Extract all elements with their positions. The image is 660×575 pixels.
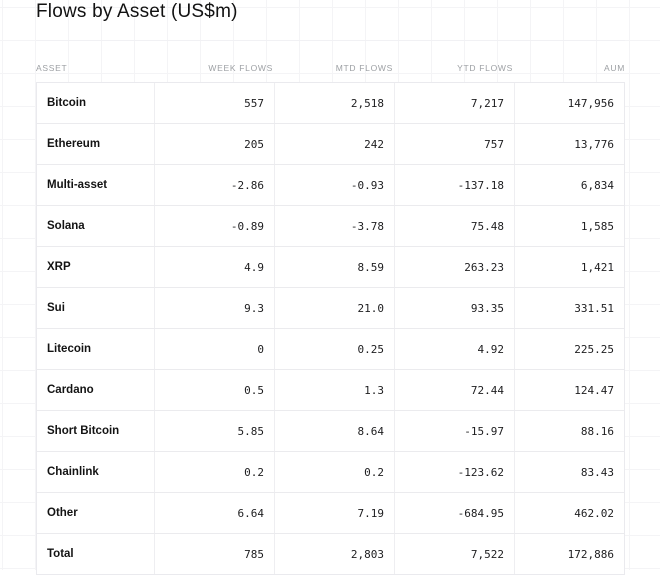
aum-cell: 6,834: [514, 165, 624, 205]
ytd-flows-cell: 93.35: [394, 288, 514, 328]
table-row: Short Bitcoin 5.85 8.64 -15.97 88.16: [37, 410, 624, 451]
week-flows-cell: 0: [154, 329, 274, 369]
ytd-flows-cell: -684.95: [394, 493, 514, 533]
aum-cell: 462.02: [514, 493, 624, 533]
table-row: Multi-asset -2.86 -0.93 -137.18 6,834: [37, 164, 624, 205]
asset-name-cell: Cardano: [47, 384, 94, 396]
aum-cell: 124.47: [514, 370, 624, 410]
week-flows-cell: -0.89: [154, 206, 274, 246]
aum-cell: 172,886: [514, 534, 624, 574]
week-flows-cell: 0.2: [154, 452, 274, 492]
column-header-aum: AUM: [604, 63, 625, 73]
aum-cell: 13,776: [514, 124, 624, 164]
aum-cell: 225.25: [514, 329, 624, 369]
ytd-flows-cell: -123.62: [394, 452, 514, 492]
ytd-flows-cell: -137.18: [394, 165, 514, 205]
table-body: Bitcoin 557 2,518 7,217 147,956 Ethereum 205 24…: [36, 82, 625, 575]
ytd-flows-cell: 75.48: [394, 206, 514, 246]
week-flows-cell: 557: [154, 83, 274, 123]
table-row: Sui 9.3 21.0 93.35 331.51: [37, 287, 624, 328]
asset-name-cell: Ethereum: [47, 138, 101, 150]
week-flows-cell: 205: [154, 124, 274, 164]
asset-name-cell: Bitcoin: [47, 97, 86, 109]
column-header-asset: ASSET: [36, 63, 68, 73]
mtd-flows-cell: -0.93: [274, 165, 394, 205]
ytd-flows-cell: 7,217: [394, 83, 514, 123]
ytd-flows-cell: 4.92: [394, 329, 514, 369]
asset-name-cell: Multi-asset: [47, 179, 108, 191]
week-flows-cell: 785: [154, 534, 274, 574]
table-row: Cardano 0.5 1.3 72.44 124.47: [37, 369, 624, 410]
table-row: Other 6.64 7.19 -684.95 462.02: [37, 492, 624, 533]
week-flows-cell: -2.86: [154, 165, 274, 205]
table-row: Bitcoin 557 2,518 7,217 147,956: [37, 83, 624, 123]
table-row: Solana -0.89 -3.78 75.48 1,585: [37, 205, 624, 246]
aum-cell: 1,585: [514, 206, 624, 246]
mtd-flows-cell: 0.25: [274, 329, 394, 369]
column-header-mtd-flows: MTD FLOWS: [335, 63, 393, 73]
mtd-flows-cell: 242: [274, 124, 394, 164]
asset-name-cell: Litecoin: [47, 343, 92, 355]
week-flows-cell: 6.64: [154, 493, 274, 533]
asset-name-cell: Sui: [47, 302, 65, 314]
column-header-week-flows: WEEK FLOWS: [208, 63, 273, 73]
mtd-flows-cell: 0.2: [274, 452, 394, 492]
week-flows-cell: 9.3: [154, 288, 274, 328]
mtd-flows-cell: 1.3: [274, 370, 394, 410]
mtd-flows-cell: 8.64: [274, 411, 394, 451]
ytd-flows-cell: 7,522: [394, 534, 514, 574]
table-row: Chainlink 0.2 0.2 -123.62 83.43: [37, 451, 624, 492]
week-flows-cell: 0.5: [154, 370, 274, 410]
aum-cell: 83.43: [514, 452, 624, 492]
table-row: XRP 4.9 8.59 263.23 1,421: [37, 246, 624, 287]
mtd-flows-cell: 2,518: [274, 83, 394, 123]
ytd-flows-cell: 263.23: [394, 247, 514, 287]
mtd-flows-cell: 2,803: [274, 534, 394, 574]
mtd-flows-cell: 7.19: [274, 493, 394, 533]
week-flows-cell: 5.85: [154, 411, 274, 451]
aum-cell: 331.51: [514, 288, 624, 328]
asset-name-cell: XRP: [47, 261, 71, 273]
mtd-flows-cell: 21.0: [274, 288, 394, 328]
ytd-flows-cell: -15.97: [394, 411, 514, 451]
ytd-flows-cell: 72.44: [394, 370, 514, 410]
table-row-total: Total 785 2,803 7,522 172,886: [37, 533, 624, 574]
week-flows-cell: 4.9: [154, 247, 274, 287]
aum-cell: 1,421: [514, 247, 624, 287]
ytd-flows-cell: 757: [394, 124, 514, 164]
asset-name-cell: Chainlink: [47, 466, 99, 478]
page-title: Flows by Asset (US$m): [36, 1, 238, 22]
asset-name-cell: Total: [47, 548, 74, 560]
table-row: Litecoin 0 0.25 4.92 225.25: [37, 328, 624, 369]
flows-table: ASSET WEEK FLOWS MTD FLOWS YTD FLOWS AUM Bit…: [36, 40, 625, 575]
asset-name-cell: Solana: [47, 220, 85, 232]
asset-name-cell: Other: [47, 507, 78, 519]
mtd-flows-cell: -3.78: [274, 206, 394, 246]
asset-name-cell: Short Bitcoin: [47, 425, 120, 437]
table-row: Ethereum 205 242 757 13,776: [37, 123, 624, 164]
aum-cell: 147,956: [514, 83, 624, 123]
table-header-row: ASSET WEEK FLOWS MTD FLOWS YTD FLOWS AUM: [36, 40, 625, 82]
column-header-ytd-flows: YTD FLOWS: [457, 63, 513, 73]
aum-cell: 88.16: [514, 411, 624, 451]
mtd-flows-cell: 8.59: [274, 247, 394, 287]
